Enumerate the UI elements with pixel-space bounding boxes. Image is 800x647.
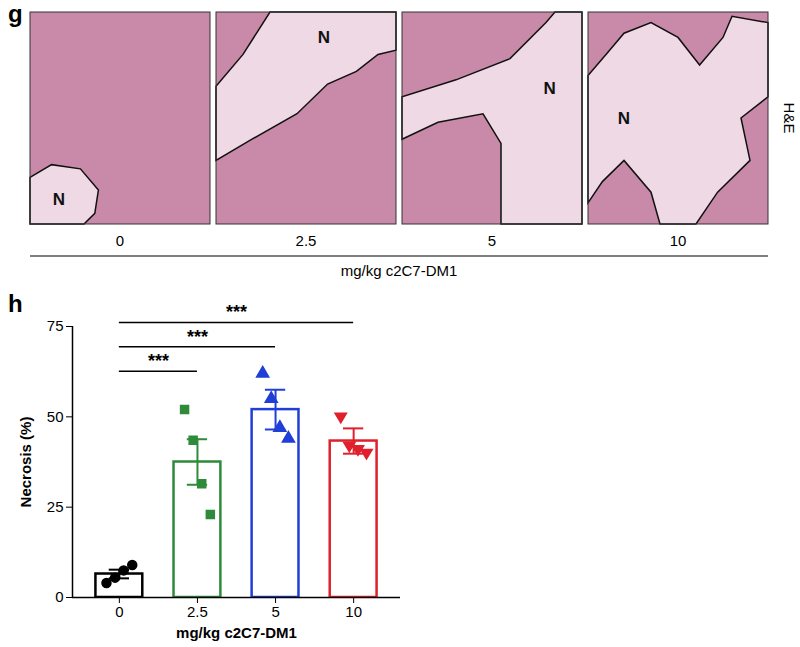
svg-text:0: 0 bbox=[115, 603, 123, 620]
svg-text:***: *** bbox=[226, 302, 247, 322]
svg-text:50: 50 bbox=[47, 408, 64, 425]
svg-text:2.5: 2.5 bbox=[187, 603, 208, 620]
svg-text:5: 5 bbox=[271, 603, 279, 620]
svg-text:0: 0 bbox=[116, 232, 124, 249]
svg-text:Necrosis (%): Necrosis (%) bbox=[17, 417, 34, 508]
svg-text:5: 5 bbox=[488, 232, 496, 249]
svg-text:25: 25 bbox=[47, 498, 64, 515]
svg-text:mg/kg c2C7-DM1: mg/kg c2C7-DM1 bbox=[341, 262, 458, 279]
svg-text:10: 10 bbox=[345, 603, 362, 620]
svg-text:N: N bbox=[318, 28, 330, 47]
svg-text:75: 75 bbox=[47, 317, 64, 334]
svg-text:N: N bbox=[618, 109, 630, 128]
svg-text:2.5: 2.5 bbox=[296, 232, 317, 249]
svg-text:0: 0 bbox=[55, 588, 63, 605]
svg-text:***: *** bbox=[148, 351, 169, 371]
svg-text:g: g bbox=[8, 0, 23, 27]
html-text:h: h bbox=[8, 290, 23, 317]
svg-text:***: *** bbox=[187, 327, 208, 347]
svg-text:10: 10 bbox=[670, 232, 687, 249]
svg-text:N: N bbox=[53, 190, 65, 209]
svg-text:N: N bbox=[543, 79, 555, 98]
svg-text:mg/kg c2C7-DM1: mg/kg c2C7-DM1 bbox=[176, 624, 297, 641]
svg-text:H&E: H&E bbox=[781, 103, 798, 134]
